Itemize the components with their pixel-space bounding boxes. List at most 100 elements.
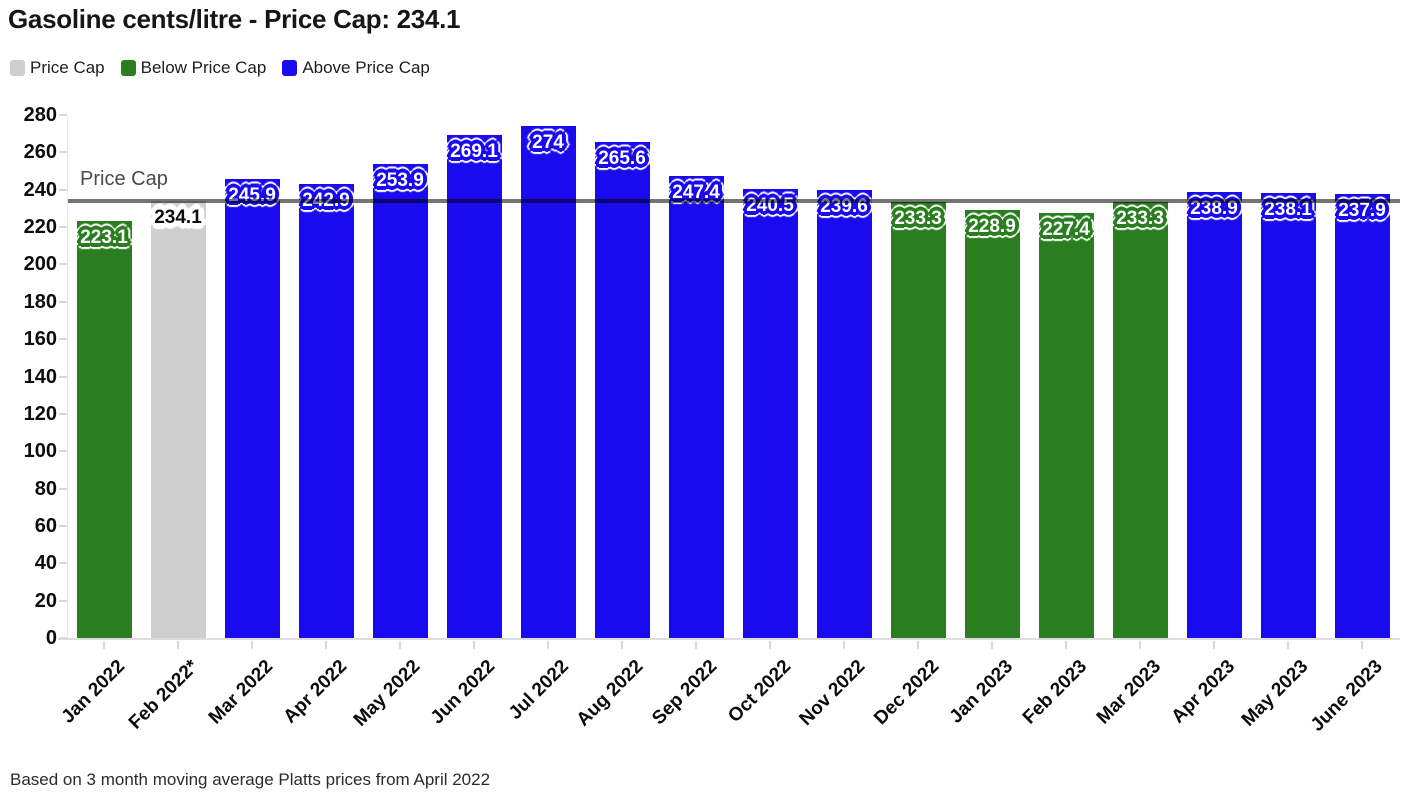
y-axis-tick-label: 220 <box>23 216 57 239</box>
bar: 247.4 <box>668 175 724 638</box>
y-axis-tick-mark <box>59 524 67 527</box>
x-axis-tick-mark <box>917 641 919 649</box>
x-axis-tick-mark <box>473 641 475 649</box>
bar-value-label: 237.9 <box>1338 199 1386 221</box>
bar: 269.1 <box>446 135 502 638</box>
bar-value-label: 253.9 <box>376 169 424 191</box>
x-axis-label: Nov 2022 <box>794 656 869 730</box>
bar-value-label: 245.9 <box>228 184 276 206</box>
bar: 253.9 <box>372 163 428 638</box>
y-axis-tick-label: 260 <box>23 141 57 164</box>
y-axis-tick-mark <box>59 300 67 303</box>
x-axis-tick-mark <box>621 641 623 649</box>
x-axis-tick-mark <box>251 641 253 649</box>
bar-value-label: 265.6 <box>598 147 646 169</box>
y-axis-tick-label: 80 <box>34 477 57 500</box>
x-axis-tick-mark <box>1213 641 1215 649</box>
y-axis-tick-label: 160 <box>23 328 57 351</box>
bar: 240.5 <box>742 188 798 638</box>
y-axis-tick-label: 200 <box>23 253 57 276</box>
x-axis-tick-mark <box>1065 641 1067 649</box>
bar: 233.3 <box>1112 202 1168 638</box>
x-axis-tick-mark <box>695 641 697 649</box>
legend-item: Price Cap <box>10 58 105 78</box>
chart-title: Gasoline cents/litre - Price Cap: 234.1 <box>8 4 461 34</box>
x-axis-baseline <box>58 638 1400 640</box>
x-axis-tick-mark <box>1287 641 1289 649</box>
bar-value-label: 234.1 <box>154 206 202 228</box>
legend-swatch <box>282 60 298 76</box>
legend-label: Above Price Cap <box>302 58 430 77</box>
bar-value-label: 233.3 <box>894 208 942 230</box>
bar-value-label: 238.9 <box>1190 197 1238 219</box>
y-axis-tick-mark <box>59 188 67 191</box>
x-axis-label: Dec 2022 <box>869 656 943 730</box>
x-axis-label: Jun 2022 <box>426 656 499 729</box>
y-axis-tick-label: 180 <box>23 290 57 313</box>
bar-value-label: 247.4 <box>672 181 720 203</box>
y-axis-tick-mark <box>59 338 67 341</box>
x-axis-label: Aug 2022 <box>572 656 647 731</box>
legend-swatch <box>10 60 25 76</box>
y-axis-tick-label: 120 <box>23 402 57 425</box>
y-axis-tick-label: 20 <box>34 589 57 612</box>
x-axis-label: Apr 2022 <box>279 656 351 728</box>
x-axis-label: May 2023 <box>1238 656 1313 731</box>
y-axis-tick-mark <box>59 599 67 602</box>
y-axis-tick-mark <box>59 375 67 378</box>
x-axis-label: Feb 2023 <box>1018 656 1091 729</box>
x-axis-label: Mar 2022 <box>204 656 277 729</box>
legend-label: Price Cap <box>30 58 105 77</box>
bar-value-label: 223.1 <box>80 227 128 249</box>
x-axis-tick-mark <box>399 641 401 649</box>
y-axis-tick-mark <box>59 263 67 266</box>
bar: 227.4 <box>1038 213 1094 638</box>
y-axis-tick-mark <box>59 151 67 154</box>
x-axis-label: Mar 2023 <box>1092 656 1165 729</box>
x-axis-tick-mark <box>1139 641 1141 649</box>
y-axis-tick-label: 40 <box>34 552 57 575</box>
price-cap-line <box>68 198 1400 203</box>
legend-label: Below Price Cap <box>140 58 267 77</box>
price-cap-annotation: Price Cap <box>80 168 168 190</box>
x-axis-tick-mark <box>769 641 771 649</box>
bar-value-label: 227.4 <box>1042 219 1090 241</box>
bar-value-label: 238.1 <box>1264 199 1312 221</box>
legend-item: Above Price Cap <box>282 58 430 78</box>
chart-footnote: Based on 3 month moving average Platts p… <box>10 770 491 789</box>
y-axis-tick-label: 140 <box>23 365 57 388</box>
x-axis-tick-mark <box>177 641 179 649</box>
x-axis-label: May 2022 <box>350 656 425 731</box>
x-axis-label: June 2023 <box>1307 656 1387 736</box>
x-axis-label: Jan 2022 <box>57 656 129 728</box>
x-axis-label: Sep 2022 <box>647 656 721 730</box>
x-axis-tick-mark <box>325 641 327 649</box>
y-axis-tick-label: 240 <box>23 178 57 201</box>
bar: 233.3 <box>890 202 946 638</box>
bar: 237.9 <box>1334 193 1390 638</box>
bar: 239.6 <box>816 190 872 638</box>
y-axis-tick-mark <box>59 412 67 415</box>
y-axis-tick-label: 60 <box>34 514 57 537</box>
bar-value-label: 274 <box>532 132 564 154</box>
y-axis-tick-mark <box>59 450 67 453</box>
x-axis-tick-mark <box>991 641 993 649</box>
legend-item: Below Price Cap <box>120 58 267 78</box>
bar: 238.1 <box>1260 193 1316 638</box>
y-axis-tick-label: 0 <box>45 627 57 649</box>
x-axis-tick-mark <box>843 641 845 649</box>
y-axis-tick-label: 280 <box>23 104 57 126</box>
bar-value-label: 228.9 <box>968 216 1016 238</box>
y-axis-tick-mark <box>59 487 67 490</box>
x-axis-label: Oct 2022 <box>723 656 795 727</box>
bar: 234.1 <box>150 200 206 638</box>
bar: 274 <box>520 126 576 638</box>
x-axis-tick-mark <box>1361 641 1363 649</box>
bar: 228.9 <box>964 210 1020 638</box>
x-axis-label: Jul 2022 <box>504 656 573 724</box>
y-axis-tick-label: 100 <box>23 440 57 463</box>
x-axis-tick-mark <box>103 641 105 649</box>
x-axis-tick-mark <box>547 641 549 649</box>
y-axis-tick-mark <box>59 562 67 565</box>
